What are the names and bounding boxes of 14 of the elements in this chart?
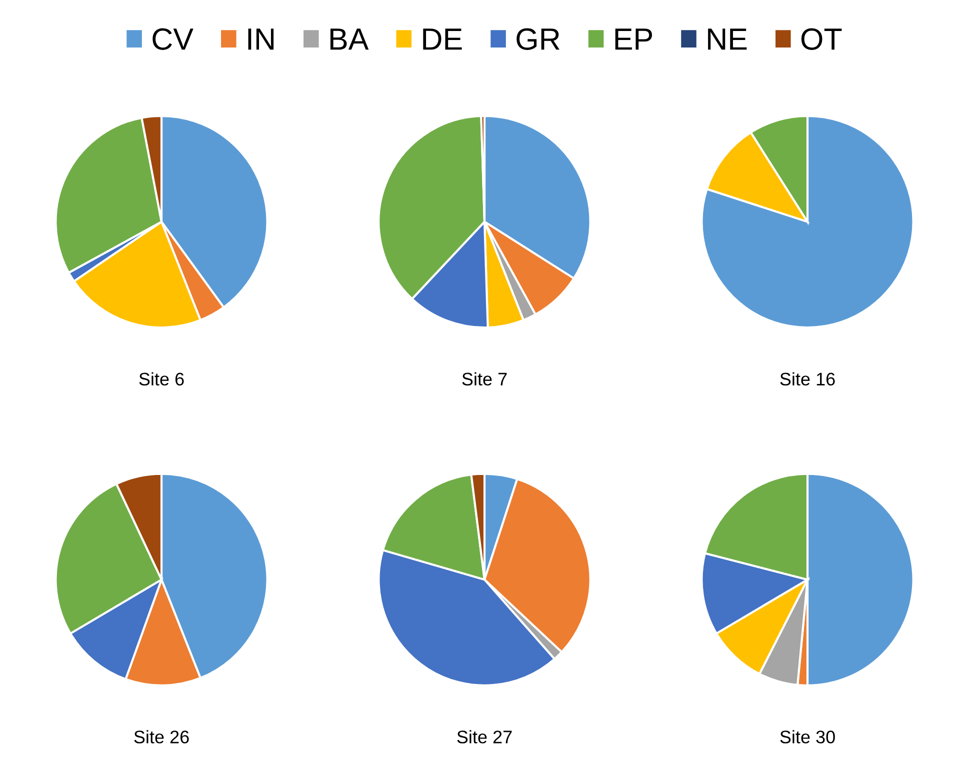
- text: Site 6: [139, 372, 184, 386]
- legend-label: GR: [516, 28, 560, 50]
- text: Site 26: [134, 730, 189, 744]
- legend-label: IN: [248, 28, 274, 50]
- legend-label: NE: [708, 28, 747, 50]
- legend-label: BA: [330, 28, 369, 50]
- text: Site 27: [457, 730, 512, 744]
- text: Site 7: [462, 372, 507, 386]
- text: Site 16: [780, 372, 835, 386]
- legend-label: OT: [801, 28, 842, 50]
- legend-label: CV: [152, 28, 194, 50]
- legend-label: DE: [423, 28, 462, 50]
- text: Site 30: [780, 730, 835, 744]
- legend-label: EP: [615, 28, 652, 50]
